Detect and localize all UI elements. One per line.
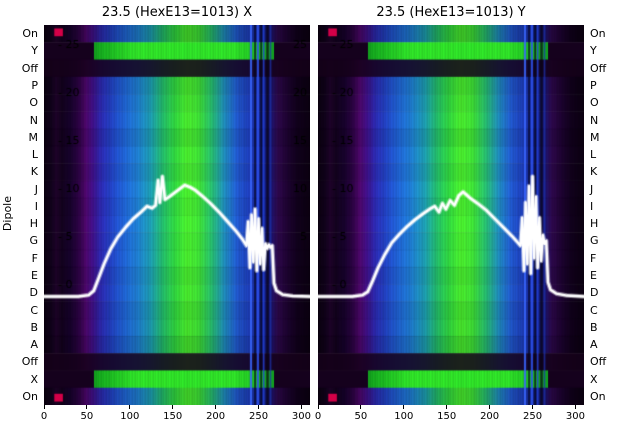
row-label-right: Off <box>590 61 607 75</box>
row-label-left: H <box>29 217 38 231</box>
row-label-right: K <box>590 165 598 179</box>
heatmap-panel-x <box>44 25 310 405</box>
x-tick-mark <box>446 405 448 409</box>
x-tick-label: 250 <box>522 411 543 422</box>
x-tick-mark <box>317 405 319 409</box>
row-label-right: L <box>590 148 597 162</box>
x-tick-mark <box>172 405 174 409</box>
row-label-right: J <box>590 182 594 196</box>
x-tick-label: 0 <box>40 411 48 422</box>
x-tick-label: 0 <box>314 411 322 422</box>
row-label-right: O <box>590 96 599 110</box>
row-label-right: N <box>590 113 599 127</box>
row-label-left: E <box>31 268 38 282</box>
row-label-right: C <box>590 303 598 317</box>
row-label-left: Y <box>31 44 38 58</box>
x-tick-mark <box>532 405 534 409</box>
x-tick-mark <box>489 405 491 409</box>
row-label-right: A <box>590 338 598 352</box>
row-label-left: L <box>31 148 38 162</box>
row-label-right: Off <box>590 355 607 369</box>
row-label-right: X <box>590 372 598 386</box>
row-label-right: G <box>590 234 599 248</box>
row-label-left: On <box>22 27 38 41</box>
row-label-right: B <box>590 320 598 334</box>
row-label-right: On <box>590 27 606 41</box>
heatmap-panel-y <box>318 25 584 405</box>
x-tick-mark <box>360 405 362 409</box>
x-tick-label: 100 <box>394 411 414 422</box>
x-tick-mark <box>403 405 405 409</box>
row-label-left: I <box>34 199 38 213</box>
row-label-left: B <box>30 320 38 334</box>
x-tick-label: 200 <box>480 411 500 422</box>
row-label-left: X <box>30 372 38 386</box>
row-label-left: O <box>29 96 38 110</box>
row-label-left: Off <box>21 355 38 369</box>
panel-title-x: 23.5 (HexE13=1013) X <box>101 5 253 20</box>
row-label-left: K <box>30 165 38 179</box>
x-tick-mark <box>129 405 131 409</box>
x-tick-mark <box>300 405 302 409</box>
row-label-left: C <box>30 303 38 317</box>
x-tick-label: 300 <box>565 411 585 422</box>
row-label-right: M <box>590 130 600 144</box>
x-tick-mark <box>574 405 576 409</box>
row-label-left: N <box>29 113 38 127</box>
row-label-right: D <box>590 286 599 300</box>
row-label-right: H <box>590 217 599 231</box>
x-tick-mark <box>215 405 217 409</box>
row-label-right: P <box>590 78 597 92</box>
x-tick-mark <box>86 405 88 409</box>
row-label-left: M <box>28 130 39 144</box>
x-tick-label: 50 <box>80 411 94 422</box>
row-label-left: A <box>30 338 38 352</box>
row-label-left: P <box>31 78 38 92</box>
x-tick-label: 150 <box>437 411 457 422</box>
x-tick-label: 50 <box>354 411 368 422</box>
row-label-left: On <box>22 389 38 403</box>
x-tick-mark <box>258 405 260 409</box>
x-tick-label: 300 <box>291 411 311 422</box>
row-label-right: F <box>590 251 597 265</box>
panel-title-y: 23.5 (HexE13=1013) Y <box>376 5 526 20</box>
x-tick-mark <box>43 405 45 409</box>
row-label-left: G <box>29 234 38 248</box>
row-label-left: F <box>31 251 38 265</box>
row-label-left: Off <box>21 61 38 75</box>
row-label-left: J <box>34 182 38 196</box>
row-label-left: D <box>29 286 38 300</box>
row-label-right: Y <box>590 44 597 58</box>
row-label-right: I <box>590 199 594 213</box>
row-label-right: E <box>590 268 597 282</box>
x-tick-label: 200 <box>206 411 226 422</box>
x-tick-label: 100 <box>120 411 140 422</box>
x-tick-label: 250 <box>248 411 269 422</box>
row-label-right: On <box>590 389 606 403</box>
x-tick-label: 150 <box>163 411 183 422</box>
